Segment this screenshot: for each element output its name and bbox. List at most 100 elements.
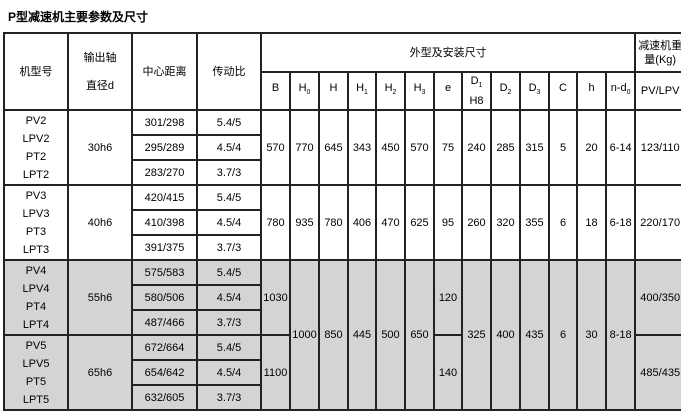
- model-name: PT5: [25, 375, 47, 388]
- header-shaft: 输出轴直径d: [67, 32, 133, 111]
- center-distance-cell: 632/605: [131, 384, 198, 411]
- dim-e-cell: 140: [433, 334, 463, 411]
- model-name: LPT3: [22, 243, 50, 256]
- center-distance-cell: 487/466: [131, 309, 198, 336]
- dim-cell: 6-18: [604, 184, 637, 261]
- table-row: 295/289 4.5/4: [4, 134, 681, 161]
- header-dimensions: 外型及安装尺寸: [259, 32, 637, 73]
- col-label: C: [559, 82, 567, 95]
- weight-cell: 220/170: [634, 184, 681, 261]
- dim-e-cell: 120: [433, 259, 463, 336]
- dim-B-cell: 1030: [260, 259, 291, 336]
- dim-cell: 285: [490, 109, 521, 186]
- dim-cell: 95: [433, 184, 463, 261]
- dim-H0-cell: 1000: [289, 259, 320, 411]
- center-distance-cell: 301/298: [131, 109, 198, 136]
- col-sub: 1: [364, 89, 368, 97]
- header-model: 机型号: [3, 32, 69, 111]
- model-name: PV2: [25, 114, 47, 127]
- dim-cell: 406: [347, 184, 377, 261]
- center-distance-cell: 295/289: [131, 134, 198, 161]
- center-distance-cell: 672/664: [131, 334, 198, 361]
- ratio-cell: 3.7/3: [196, 384, 262, 411]
- ratio-cell: 5.4/5: [196, 184, 262, 211]
- ratio-cell: 4.5/4: [196, 284, 262, 311]
- col-label: H: [356, 82, 365, 95]
- dim-D1-cell: 325: [461, 259, 492, 411]
- col-label: n-d: [610, 82, 627, 95]
- col-header: B: [260, 71, 291, 111]
- col-label: D: [499, 82, 508, 95]
- col-label: B: [271, 82, 280, 95]
- model-cell: PV2 LPV2 PT2 LPT2: [3, 109, 69, 186]
- dim-nd0-cell: 8-18: [604, 259, 637, 411]
- dim-cell: 355: [519, 184, 550, 261]
- table-row: PV3 LPV3 PT3 LPT3 40h6 420/415 5.4/5 780 935 780 4…: [3, 184, 681, 261]
- model-name: PV4: [25, 264, 47, 277]
- dim-H3-cell: 650: [404, 259, 435, 411]
- dim-cell: 645: [318, 109, 349, 186]
- table-row: PV5 LPV5 PT5 LPT5 65h6 672/664 5.4/5 1100 140 485…: [3, 334, 681, 411]
- header-ratio: 传动比: [196, 32, 262, 111]
- table-row: PV4 LPV4 PT4 LPT4 55h6 575/583 5.4/5 1030 1000 85…: [3, 259, 681, 411]
- ratio-cell: 5.4/5: [196, 259, 262, 286]
- col-header: D1 H8: [461, 71, 492, 111]
- ratio-cell: 4.5/4: [196, 134, 262, 161]
- table-row: 580/506 4.5/4: [4, 284, 681, 311]
- dim-cell: 315: [519, 109, 550, 186]
- col-header: D3: [519, 71, 550, 111]
- parameters-table: 机型号 输出轴 直径d 中心距离 传动比 外型及安装尺寸 减速机重 量(Kg) B H0 H H1 H2…: [3, 32, 681, 411]
- dim-cell: 470: [375, 184, 406, 261]
- col-header: h: [576, 71, 607, 111]
- col-label: H: [413, 82, 422, 95]
- shaft-cell: 40h6: [67, 184, 133, 261]
- dim-H-cell: 850: [318, 259, 349, 411]
- col-label: h: [588, 82, 595, 95]
- weight-cell: 485/435: [634, 334, 681, 411]
- dim-D2-cell: 400: [490, 259, 521, 411]
- model-name: PV5: [25, 339, 47, 352]
- dim-cell: 780: [260, 184, 291, 261]
- center-distance-cell: 391/375: [131, 234, 198, 261]
- col-header: n-d0: [604, 71, 637, 111]
- page-title: P型减速机主要参数及尺寸: [8, 10, 149, 24]
- model-cell: PV3 LPV3 PT3 LPT3: [3, 184, 69, 261]
- model-name: PT4: [25, 300, 47, 313]
- dim-cell: 260: [461, 184, 492, 261]
- col-header: H: [318, 71, 349, 111]
- dim-D3-cell: 435: [519, 259, 550, 411]
- col-sub: 0: [626, 89, 631, 97]
- col-label: H: [298, 82, 307, 95]
- center-distance-cell: 654/642: [131, 359, 198, 386]
- center-distance-cell: 420/415: [131, 184, 198, 211]
- col-sub: 3: [421, 89, 426, 97]
- dim-cell: 770: [289, 109, 320, 186]
- dim-cell: 18: [576, 184, 607, 261]
- weight-cell: 123/110: [634, 109, 681, 186]
- header-weight-l1: 减速机重: [638, 39, 681, 52]
- col-header: H1: [347, 71, 377, 111]
- ratio-cell: 4.5/4: [196, 209, 262, 236]
- ratio-cell: 4.5/4: [196, 359, 262, 386]
- model-name: PV3: [25, 189, 47, 202]
- dim-cell: 6-14: [604, 109, 637, 186]
- ratio-cell: 3.7/3: [196, 234, 262, 261]
- header-shaft-l2: 直径d: [85, 79, 115, 92]
- dim-cell: 240: [461, 109, 492, 186]
- ratio-cell: 5.4/5: [196, 334, 262, 361]
- table-row: 283/270 3.7/3: [4, 159, 681, 186]
- dim-H1-cell: 445: [347, 259, 377, 411]
- shaft-cell: 55h6: [67, 259, 133, 336]
- col-header: D2: [490, 71, 521, 111]
- dim-cell: 6: [548, 184, 578, 261]
- col-label: D: [470, 75, 479, 88]
- header-weight: 减速机重 量(Kg): [634, 32, 681, 73]
- shaft-cell: 65h6: [67, 334, 133, 411]
- model-name: PT3: [25, 225, 47, 238]
- dim-H2-cell: 500: [375, 259, 406, 411]
- col-sub: 2: [507, 89, 512, 97]
- table-row: 632/605 3.7/3: [4, 384, 681, 411]
- center-distance-cell: 410/398: [131, 209, 198, 236]
- header-shaft-l1: 输出轴: [83, 51, 117, 64]
- table-row: 391/375 3.7/3: [4, 234, 681, 261]
